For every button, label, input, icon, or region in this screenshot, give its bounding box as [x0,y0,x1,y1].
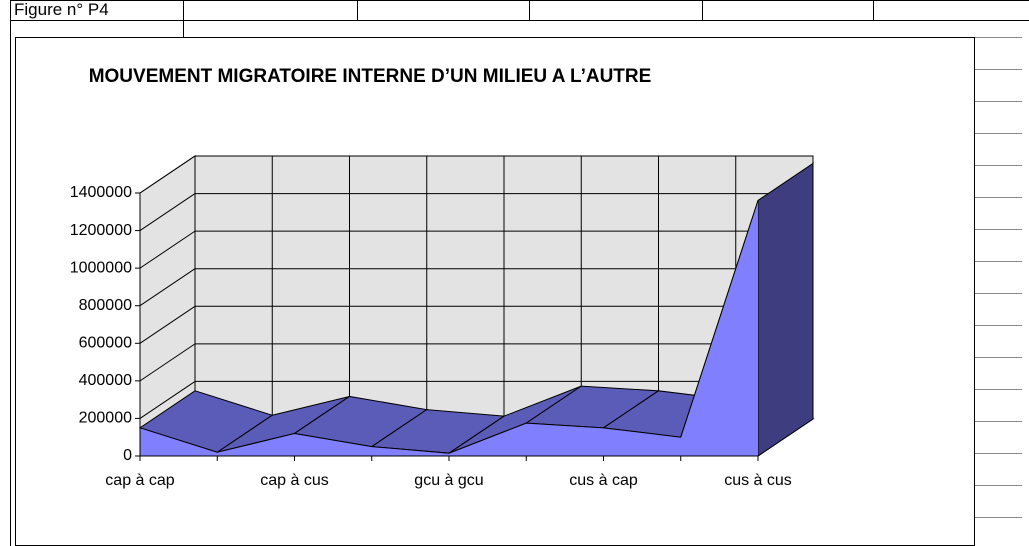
grid-line-side [139,381,196,419]
grid-line-side [139,343,196,382]
chart-title: MOUVEMENT MIGRATOIRE INTERNE D’UN MILIEU… [88,66,652,87]
grid-line-side [139,268,196,307]
x-tick-label: cap à cap [105,472,174,489]
x-tick-label: cus à cus [724,472,792,489]
grid-line-side [139,155,196,194]
x-tick-label: gcu à gcu [414,472,483,489]
y-tick-label: 1400000 [70,184,132,201]
y-tick-label: 1000000 [70,259,132,276]
y-tick-label: 600000 [79,335,132,352]
y-tick-label: 800000 [79,297,132,314]
y-tick-label: 400000 [79,372,132,389]
grid-line-side [139,230,196,269]
cell-label: Figure n° P4 [14,0,109,19]
area [140,200,758,456]
area-side [757,162,814,457]
y-tick-label: 0 [123,447,132,464]
x-tick-label: cus à cap [569,472,638,489]
grid-line-side [139,305,196,344]
y-tick-label: 1200000 [70,222,132,239]
y-tick-label: 200000 [79,410,132,427]
x-tick-label: cap à cus [260,472,328,489]
sheet-grid [10,0,1029,546]
sheet-rows [975,37,1022,518]
area-line [139,200,759,454]
grid-line-side [139,193,196,231]
